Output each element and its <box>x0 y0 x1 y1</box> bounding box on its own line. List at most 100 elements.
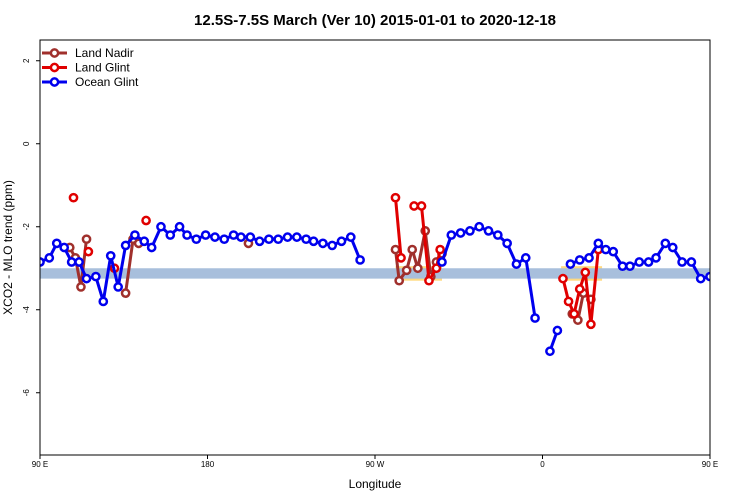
data-point <box>574 255 585 265</box>
plot-area <box>40 192 750 357</box>
data-point <box>729 236 736 243</box>
reference-band <box>40 268 710 279</box>
data-point <box>416 201 427 211</box>
data-point <box>695 273 706 284</box>
data-point <box>740 194 747 201</box>
legend-label: Ocean Glint <box>75 75 139 89</box>
legend-item: Ocean Glint <box>42 75 139 89</box>
data-point <box>712 248 719 255</box>
data-point <box>59 242 70 253</box>
data-point <box>228 230 239 240</box>
data-point <box>200 230 211 240</box>
data-point <box>74 257 84 267</box>
legend-marker <box>49 62 60 73</box>
chart-title: 12.5S-7.5S March (Ver 10) 2015-01-01 to … <box>194 12 556 29</box>
data-point <box>90 271 101 282</box>
data-point <box>273 234 284 245</box>
data-point <box>569 309 579 319</box>
data-point <box>409 201 419 211</box>
legend-label: Land Nadir <box>75 46 134 60</box>
data-point <box>113 282 124 292</box>
data-point <box>245 232 256 242</box>
data-point <box>705 271 710 282</box>
data-point <box>574 284 585 294</box>
data-point <box>236 232 246 242</box>
data-point <box>617 261 628 272</box>
data-point <box>308 236 319 247</box>
data-point <box>530 313 540 323</box>
data-point <box>83 246 94 257</box>
data-point <box>723 283 730 290</box>
legend-item: Land Glint <box>42 61 130 75</box>
data-point <box>412 263 423 274</box>
data-point <box>634 257 645 267</box>
data-point <box>565 259 576 269</box>
data-point <box>76 282 86 292</box>
y-tick-label: 2 <box>22 58 31 63</box>
x-tick-label: 90 W <box>366 460 385 469</box>
series-line <box>394 197 403 259</box>
x-tick-label: 0 <box>540 460 545 469</box>
data-point <box>390 244 401 255</box>
data-point <box>141 215 151 226</box>
data-point <box>68 192 79 203</box>
data-point <box>734 244 741 251</box>
data-point <box>219 234 230 245</box>
data-point <box>718 256 725 263</box>
x-axis-label: Longitude <box>349 477 402 491</box>
data-point <box>667 242 678 253</box>
data-point <box>465 226 475 236</box>
x-tick-label: 90 E <box>32 460 48 469</box>
data-point <box>98 296 109 307</box>
data-point <box>264 234 274 245</box>
data-point <box>182 230 192 240</box>
data-point <box>437 257 447 267</box>
x-tick-label: 180 <box>201 460 215 469</box>
data-point <box>446 230 457 240</box>
data-point <box>435 244 445 255</box>
data-point <box>105 250 116 261</box>
data-point <box>563 296 574 307</box>
data-point <box>291 232 302 242</box>
series-line <box>716 239 738 287</box>
data-point <box>174 221 185 232</box>
data-point <box>584 253 594 263</box>
data-point <box>492 230 503 240</box>
data-point <box>744 242 750 249</box>
data-point <box>725 252 732 259</box>
data-point <box>165 230 176 240</box>
data-point <box>600 244 611 255</box>
data-point <box>336 236 347 247</box>
data-point <box>558 273 568 284</box>
data-point <box>81 273 92 284</box>
data-point <box>625 261 635 272</box>
data-point <box>455 228 466 238</box>
data-point <box>593 238 604 249</box>
data-point <box>44 253 55 263</box>
series-ocean-glint <box>40 221 750 357</box>
x-axis: 90 E 180 90 W 0 90 E <box>32 455 718 469</box>
data-point <box>677 257 687 267</box>
data-point <box>545 346 555 357</box>
data-point <box>130 230 140 240</box>
data-point <box>139 236 150 247</box>
data-point <box>51 238 62 249</box>
data-point <box>301 234 311 245</box>
legend-marker <box>49 48 60 58</box>
data-point <box>156 221 166 232</box>
data-point <box>552 325 563 336</box>
legend-item: Land Nadir <box>42 46 134 60</box>
data-point <box>424 275 434 286</box>
data-point <box>407 244 418 255</box>
data-point <box>210 232 220 242</box>
data-point <box>734 283 741 290</box>
data-point <box>396 253 406 263</box>
data-point <box>254 236 265 247</box>
data-point <box>483 226 494 236</box>
data-point <box>191 234 202 245</box>
data-point <box>586 319 596 330</box>
y-axis-label: XCO2 - MLO trend (ppm) <box>1 180 15 315</box>
data-point <box>502 238 512 249</box>
data-point <box>146 242 157 253</box>
